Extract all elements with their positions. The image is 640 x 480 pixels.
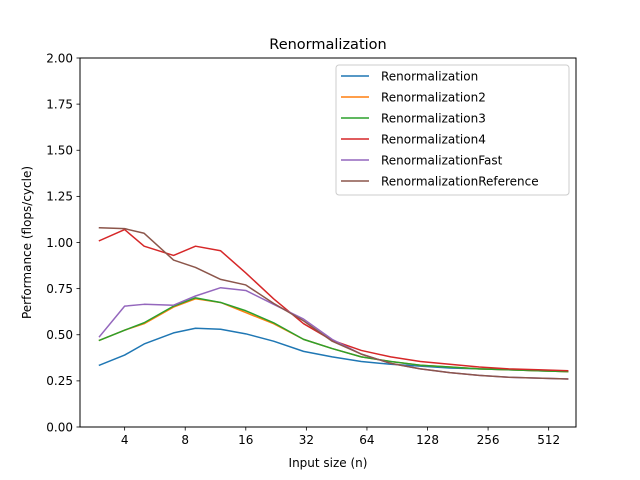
legend-label: Renormalization4 <box>381 132 486 146</box>
x-tick-label: 8 <box>181 433 189 447</box>
legend: Renormalization Renormalization2 Renormali… <box>335 64 570 196</box>
y-tick-label: 0.25 <box>46 374 73 388</box>
x-axis-label: Input size (n) <box>289 456 368 470</box>
y-tick-label: 1.25 <box>46 190 73 204</box>
legend-label: Renormalization2 <box>381 90 486 104</box>
x-tick-label: 4 <box>121 433 129 447</box>
y-tick-label: 1.75 <box>46 97 73 111</box>
x-tick-label: 16 <box>238 433 253 447</box>
y-tick-label: 1.00 <box>46 236 73 250</box>
series-line-4 <box>98 228 569 372</box>
y-axis-ticks: 0.00 0.25 0.50 0.75 1.00 1.25 1.50 1.75 2.00 <box>46 51 80 434</box>
x-tick-label: 128 <box>416 433 439 447</box>
y-tick-label: 0.75 <box>46 282 73 296</box>
y-tick-label: 0.50 <box>46 328 73 342</box>
x-tick-label: 512 <box>537 433 560 447</box>
plot-frame <box>79 57 577 428</box>
x-tick-label: 256 <box>477 433 500 447</box>
y-tick-label: 1.50 <box>46 144 73 158</box>
legend-label: Renormalization3 <box>381 111 486 125</box>
y-tick-label: 2.00 <box>46 51 73 65</box>
y-axis-label: Performance (flops/cycle) <box>20 166 34 319</box>
legend-box <box>335 64 570 196</box>
x-axis-ticks: 4 8 16 32 64 128 256 512 <box>121 427 560 447</box>
legend-label: RenormalizationReference <box>381 174 539 188</box>
series-layer <box>98 226 569 380</box>
legend-label: RenormalizationFast <box>381 153 503 167</box>
series-line-3 <box>98 297 569 373</box>
y-tick-label: 0.00 <box>46 420 73 434</box>
legend-label: Renormalization <box>381 69 478 83</box>
x-tick-label: 64 <box>359 433 374 447</box>
chart-title: Renormalization <box>269 37 386 53</box>
x-tick-label: 32 <box>299 433 314 447</box>
series-line-6 <box>98 226 569 380</box>
